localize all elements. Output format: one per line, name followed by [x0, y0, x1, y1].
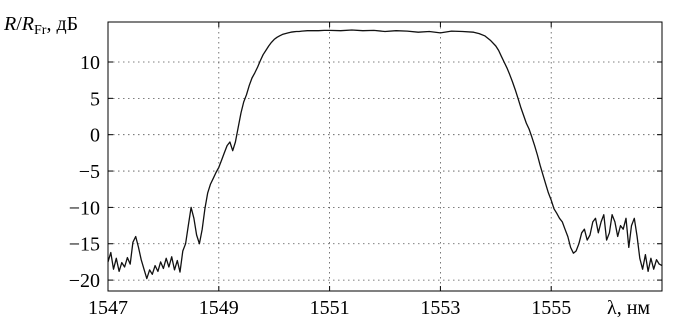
y-axis-label-slash: /	[16, 13, 22, 35]
y-tick-label: −15	[69, 234, 100, 256]
y-axis-label: R/RFr, дБ	[3, 13, 78, 38]
series-line	[107, 29, 663, 280]
y-tick-label: −20	[69, 270, 100, 292]
series-layer	[107, 29, 663, 280]
x-tick-labels: 1547 1549 1551 1553 1555	[88, 297, 571, 319]
grid	[107, 22, 662, 291]
y-tick-label: −10	[69, 197, 100, 219]
plot-frame	[107, 21, 663, 292]
y-tick-label: 0	[90, 125, 100, 147]
y-tick-label: −5	[79, 161, 100, 183]
x-tick-label: 1551	[310, 297, 350, 319]
y-tick-label: 10	[80, 52, 100, 74]
x-tick-label: 1547	[88, 297, 128, 319]
x-tick-label: 1555	[531, 297, 571, 319]
x-tick-label: 1549	[199, 297, 239, 319]
axis-ticks	[107, 22, 662, 291]
y-axis-label-unit: , дБ	[46, 13, 78, 35]
y-axis-label-rfr: R	[21, 13, 34, 35]
y-axis-label-subscript: Fr	[34, 23, 47, 38]
y-tick-labels: 10 5 0 −5 −10 −15 −20	[69, 52, 100, 292]
x-axis-label: λ, нм	[607, 297, 650, 319]
y-tick-label: 5	[90, 88, 100, 110]
x-tick-label: 1553	[420, 297, 460, 319]
y-axis-label-r: R	[3, 13, 16, 35]
